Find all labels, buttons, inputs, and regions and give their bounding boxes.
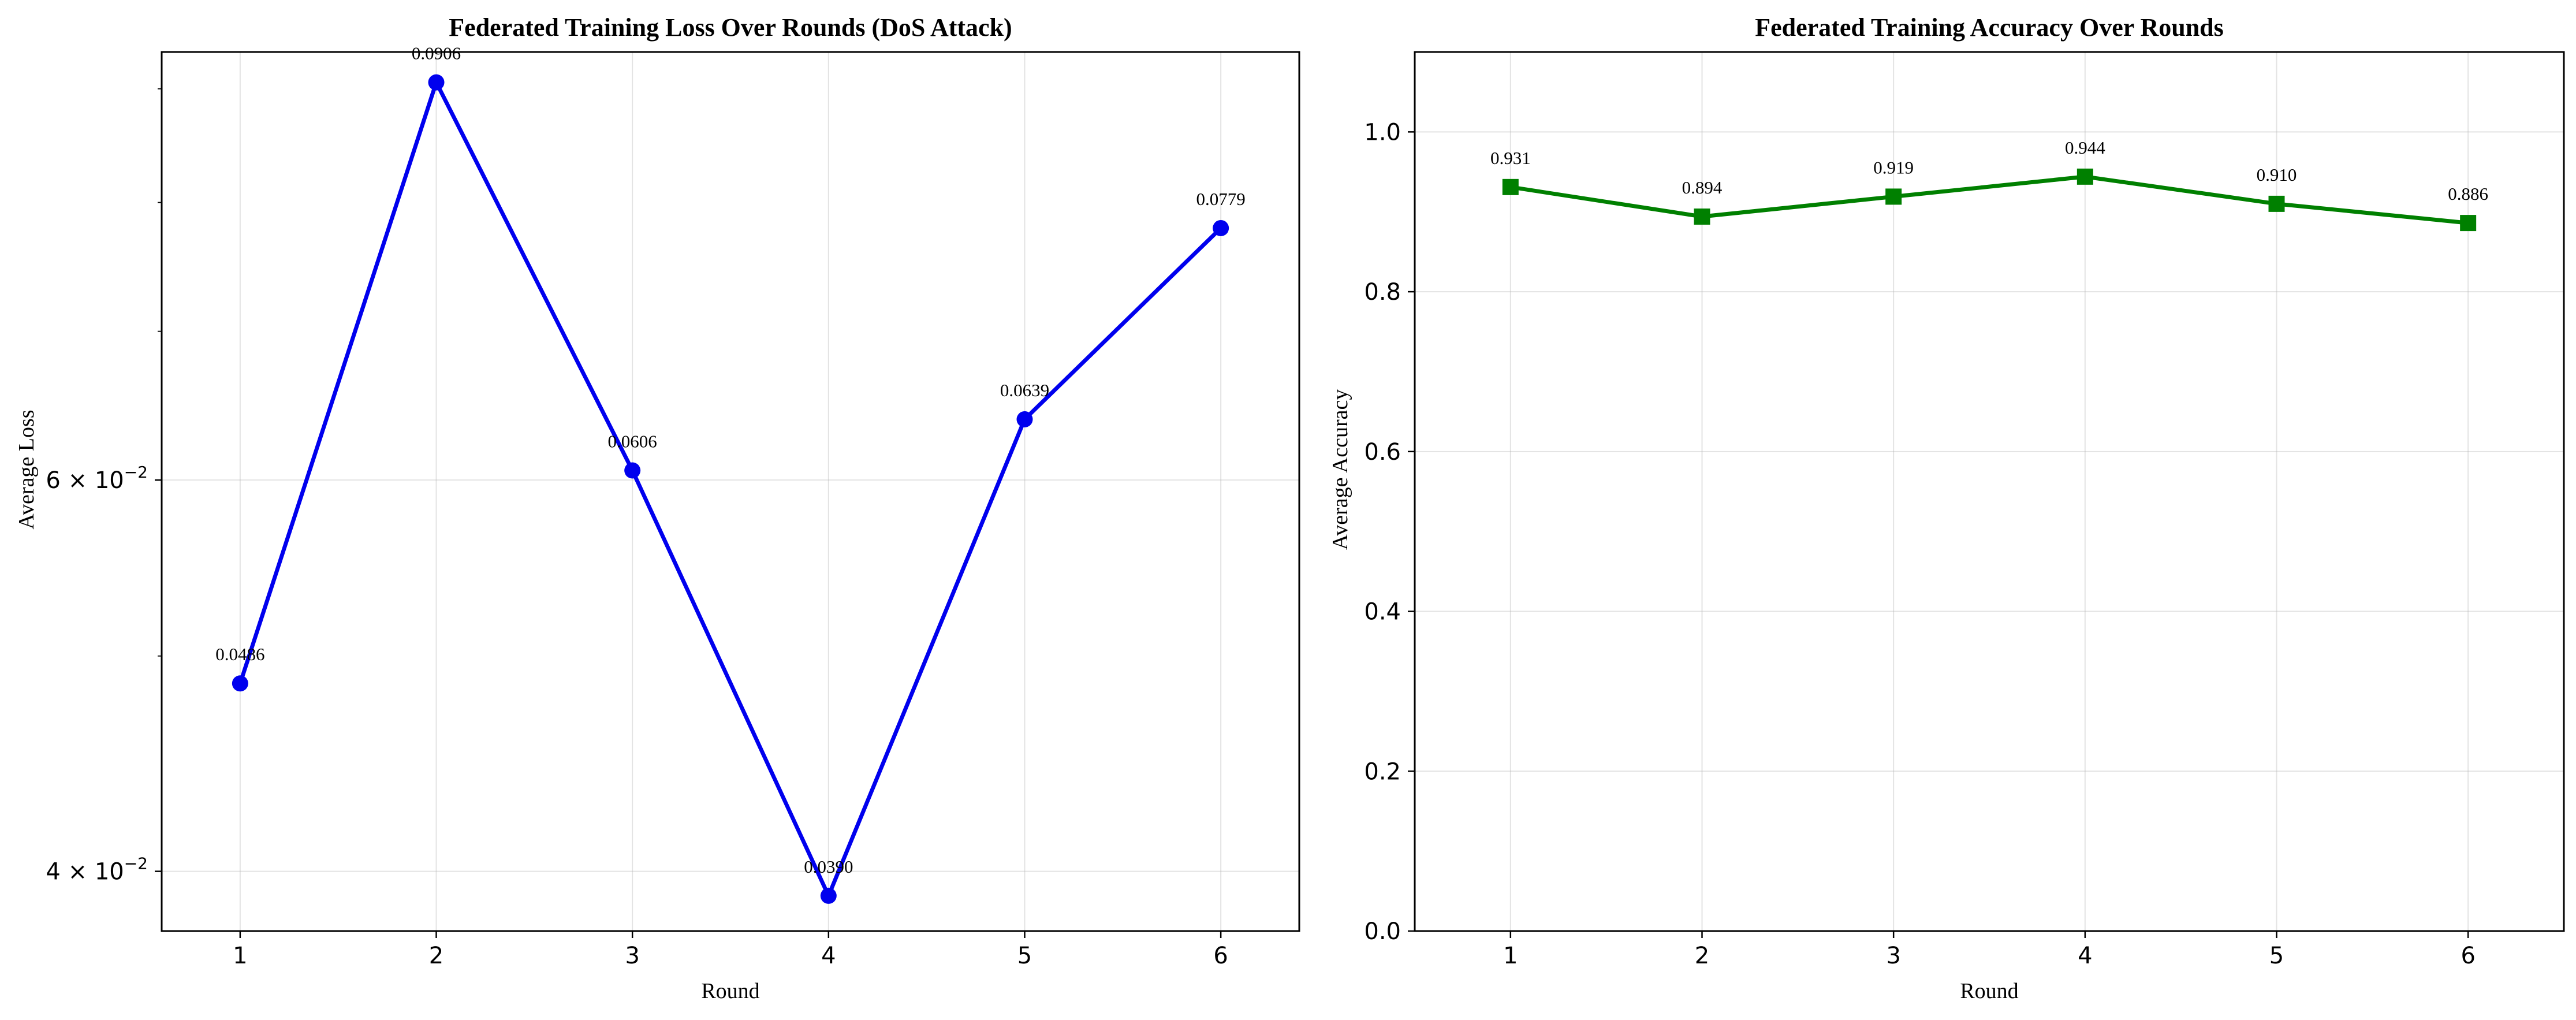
accuracy-series-line bbox=[1510, 174, 2469, 225]
loss-x-tick-label: 6 bbox=[1213, 943, 1228, 969]
loss-data-label: 0.0779 bbox=[1196, 189, 1246, 209]
accuracy-data-point bbox=[2077, 168, 2093, 185]
accuracy-data-point bbox=[2268, 195, 2285, 212]
accuracy-data-label: 0.910 bbox=[2257, 165, 2297, 185]
accuracy-data-point bbox=[2460, 215, 2477, 232]
loss-y-tick-label: 6 × 10−2 bbox=[46, 463, 148, 494]
loss-x-tick-label: 2 bbox=[429, 943, 443, 969]
loss-chart-series: 0.0486 0.0906 0.0606 0.0390 0.0639 0.0779 bbox=[215, 43, 1246, 904]
loss-data-label: 0.0639 bbox=[1000, 380, 1049, 400]
accuracy-data-point bbox=[1694, 209, 1710, 225]
accuracy-chart-title: Federated Training Accuracy Over Rounds bbox=[1755, 13, 2224, 42]
loss-data-point bbox=[820, 887, 837, 904]
accuracy-data-label: 0.886 bbox=[2448, 184, 2488, 204]
loss-data-label: 0.0486 bbox=[215, 644, 264, 664]
accuracy-data-label: 0.944 bbox=[2065, 137, 2105, 158]
accuracy-chart-frame bbox=[1414, 51, 2565, 932]
accuracy-y-tick-label: 0.0 bbox=[1364, 918, 1401, 945]
loss-data-label: 0.0390 bbox=[804, 857, 853, 877]
accuracy-chart-grid bbox=[1415, 52, 2564, 932]
accuracy-data-label: 0.931 bbox=[1490, 148, 1531, 168]
loss-chart-grid bbox=[162, 52, 1299, 931]
loss-x-tick-label: 5 bbox=[1017, 943, 1032, 969]
loss-data-point bbox=[1213, 219, 1229, 236]
loss-chart: Federated Training Loss Over Rounds (DoS… bbox=[14, 13, 1300, 1003]
loss-data-point bbox=[232, 675, 248, 692]
loss-x-tick-label: 3 bbox=[625, 943, 639, 969]
accuracy-y-tick-label: 1.0 bbox=[1364, 119, 1401, 146]
loss-y-tick-label: 4 × 10−2 bbox=[46, 854, 148, 885]
accuracy-y-tick-label: 0.4 bbox=[1364, 599, 1401, 626]
accuracy-data-label: 0.894 bbox=[1682, 177, 1723, 198]
accuracy-chart-series: 0.931 0.894 0.919 0.944 0.910 0.886 bbox=[1490, 137, 2488, 232]
accuracy-data-point bbox=[1502, 178, 1519, 195]
loss-chart-ticks: 1 2 3 4 5 6 4 × 10−2 6 × 10−2 bbox=[46, 88, 1228, 969]
accuracy-chart-ylabel: Average Accuracy bbox=[1328, 389, 1352, 550]
accuracy-data-label: 0.919 bbox=[1873, 157, 1914, 177]
accuracy-data-point bbox=[1885, 188, 1902, 205]
loss-data-point bbox=[428, 74, 445, 91]
loss-x-tick-label: 4 bbox=[821, 943, 836, 969]
accuracy-y-tick-label: 0.8 bbox=[1364, 279, 1401, 306]
loss-series-line bbox=[238, 80, 1222, 898]
accuracy-chart: Federated Training Accuracy Over Rounds … bbox=[1328, 13, 2565, 1003]
loss-x-tick-label: 1 bbox=[233, 943, 247, 969]
accuracy-y-tick-label: 0.6 bbox=[1364, 439, 1401, 466]
loss-chart-frame bbox=[161, 51, 1300, 932]
accuracy-chart-ticks: 1 2 3 4 5 6 0.0 0.2 0.4 0.6 0.8 1.0 bbox=[1364, 119, 2476, 969]
accuracy-x-tick-label: 3 bbox=[1886, 943, 1900, 969]
accuracy-x-tick-label: 5 bbox=[2269, 943, 2284, 969]
loss-data-point bbox=[624, 462, 641, 479]
accuracy-x-tick-label: 1 bbox=[1503, 943, 1518, 969]
loss-data-label: 0.0606 bbox=[608, 431, 657, 452]
loss-data-point bbox=[1016, 411, 1033, 427]
loss-chart-ylabel: Average Loss bbox=[14, 410, 39, 529]
loss-chart-xlabel: Round bbox=[701, 979, 759, 1003]
accuracy-x-tick-label: 6 bbox=[2461, 943, 2475, 969]
loss-chart-title: Federated Training Loss Over Rounds (DoS… bbox=[449, 13, 1012, 42]
loss-data-label: 0.0906 bbox=[412, 43, 461, 64]
accuracy-chart-xlabel: Round bbox=[1960, 979, 2018, 1003]
accuracy-x-tick-label: 4 bbox=[2078, 943, 2092, 969]
accuracy-x-tick-label: 2 bbox=[1695, 943, 1709, 969]
accuracy-y-tick-label: 0.2 bbox=[1364, 758, 1401, 785]
